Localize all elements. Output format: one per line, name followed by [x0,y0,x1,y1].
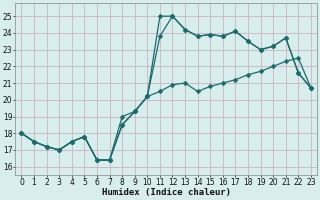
X-axis label: Humidex (Indice chaleur): Humidex (Indice chaleur) [102,188,231,197]
